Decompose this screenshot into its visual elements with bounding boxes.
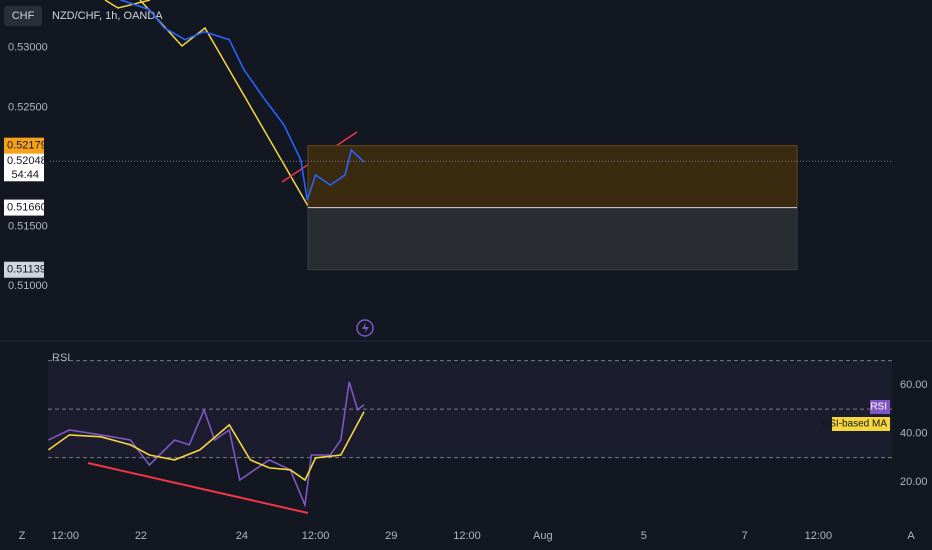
y-tick-label: 0.51500 <box>8 221 48 233</box>
x-tick-label: 7 <box>742 530 748 542</box>
price-label-box <box>4 261 44 278</box>
series-line <box>119 0 365 201</box>
x-tick-label: 12:00 <box>51 530 79 542</box>
y-tick-label: 0.52500 <box>8 101 48 113</box>
drawing <box>104 0 151 9</box>
symbol-badge-text: CHF <box>12 10 35 22</box>
y-tick-label: 20.00 <box>900 476 928 488</box>
countdown: 54:44 <box>11 169 39 181</box>
y-tick-label: 40.00 <box>900 427 928 439</box>
x-tick-label: 12:00 <box>302 530 330 542</box>
x-tick-label: 12:00 <box>805 530 833 542</box>
price-label-box <box>4 137 44 154</box>
lightning <box>362 322 369 334</box>
x-tick-label: 22 <box>135 530 147 542</box>
y-tick-label: 60.00 <box>900 379 928 391</box>
zone <box>307 207 798 271</box>
symbol-title: NZD/CHF, 1h, OANDA <box>52 10 163 22</box>
x-tick-label: Aug <box>533 530 553 542</box>
price-label: 0.52179 <box>7 140 47 152</box>
current-price-label: 0.52048 <box>7 155 47 167</box>
legend-tag <box>832 417 890 431</box>
x-tick-label: 29 <box>385 530 397 542</box>
zone <box>307 145 798 209</box>
x-tick-label: 5 <box>641 530 647 542</box>
y-tick-label: 0.53000 <box>8 42 48 54</box>
x-tick-label: 12:00 <box>453 530 481 542</box>
symbol-badge[interactable] <box>4 6 42 26</box>
legend-label: RSI-based MA <box>822 419 887 430</box>
current-price-box <box>4 153 44 182</box>
footer-right[interactable]: A <box>907 530 915 542</box>
price-label: 0.51660 <box>7 201 47 213</box>
y-tick-label: 0.51000 <box>8 280 48 292</box>
series-line <box>47 411 365 482</box>
x-tick-label: 24 <box>236 530 248 542</box>
legend-tag <box>870 400 890 414</box>
legend-label: RSI <box>870 402 887 413</box>
price-label: 0.51139 <box>7 264 46 276</box>
pane-title: RSI <box>52 352 70 364</box>
divergence-line <box>87 462 309 514</box>
price-label-box <box>4 199 44 216</box>
footer-left[interactable]: Z <box>19 530 26 542</box>
event-icon[interactable] <box>356 319 374 337</box>
